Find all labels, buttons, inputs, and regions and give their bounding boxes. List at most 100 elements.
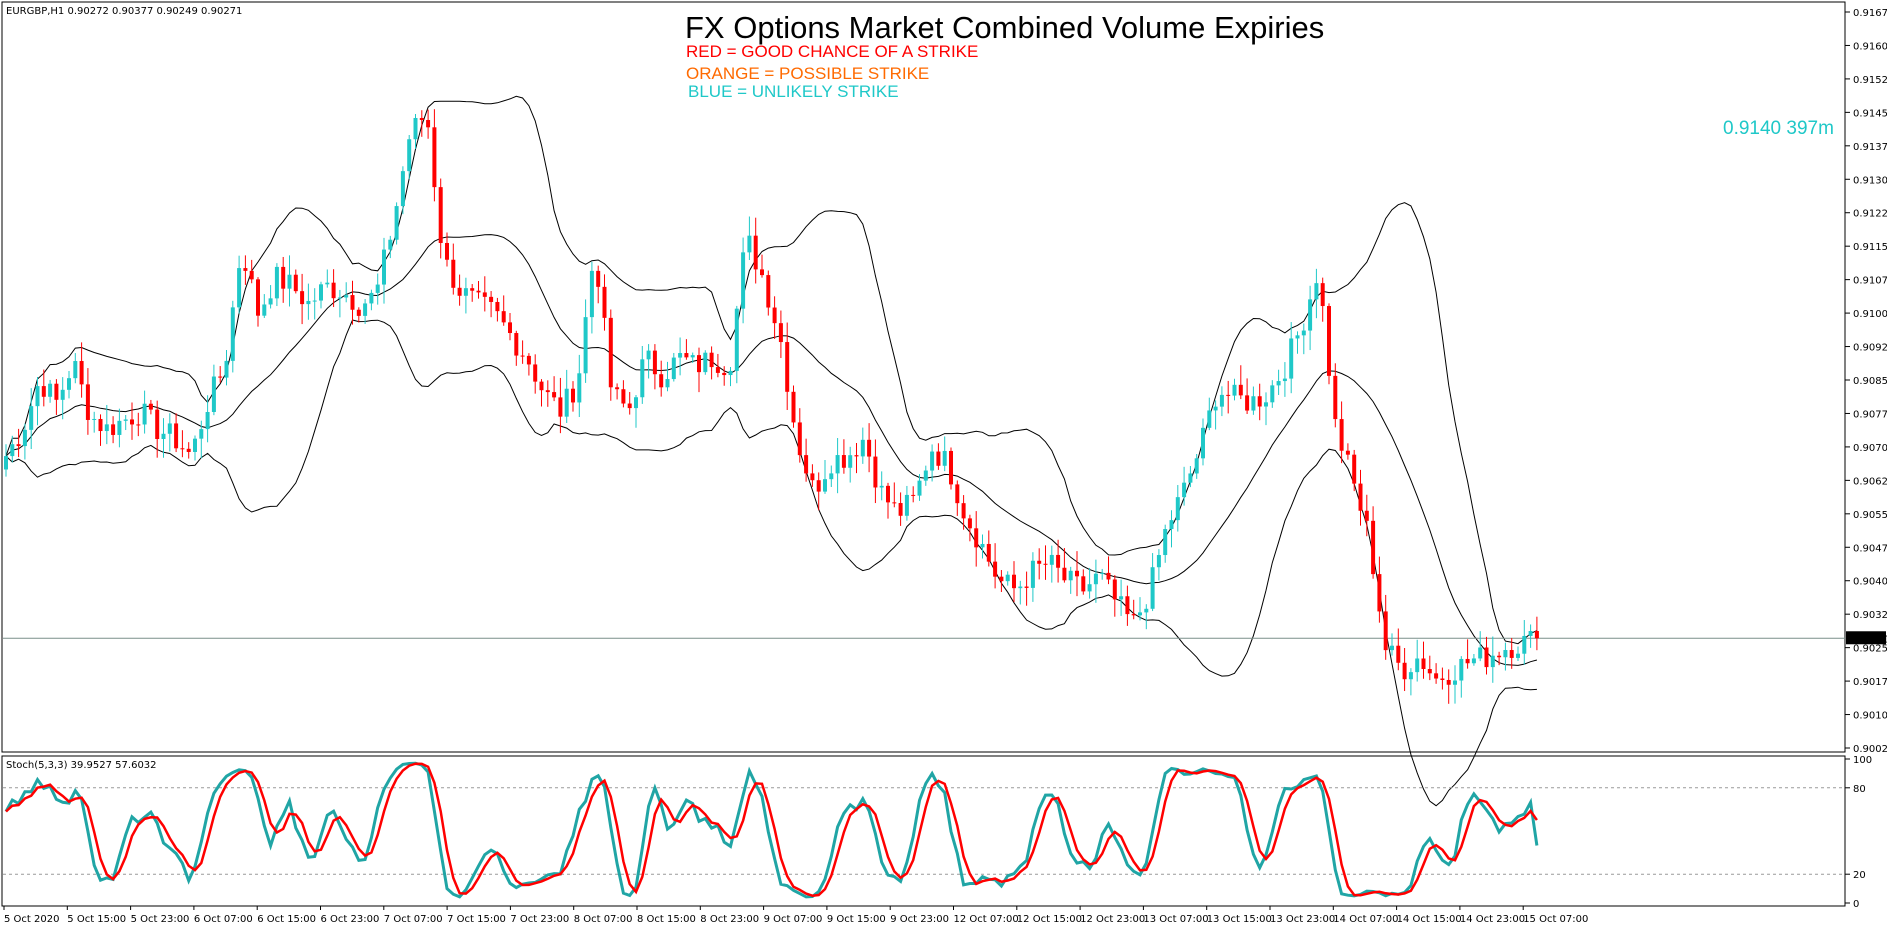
price-tick-label: 0.90175 <box>1853 677 1887 688</box>
candle-bear <box>545 390 550 393</box>
candle-bear <box>552 392 557 398</box>
candle-bull <box>1068 570 1073 581</box>
candle-bear <box>1081 576 1086 592</box>
price-tick-label: 0.90475 <box>1853 543 1887 554</box>
candle-bull <box>211 376 216 413</box>
time-tick-label: 9 Oct 23:00 <box>890 914 949 925</box>
candle-bear <box>501 311 506 323</box>
time-tick-label: 6 Oct 15:00 <box>257 914 316 925</box>
candle-bear <box>785 342 790 392</box>
candle-bull <box>1201 427 1205 459</box>
stochastic-plot[interactable] <box>3 761 1845 899</box>
candle-bear <box>1012 574 1016 589</box>
price-tick-label: 0.90775 <box>1853 409 1887 420</box>
candle-bear <box>816 480 821 492</box>
candle-bull <box>577 373 582 403</box>
bollinger-upper-band <box>5 95 1538 645</box>
candle-bull <box>835 455 840 474</box>
candle-bear <box>684 353 689 358</box>
candle-bull <box>1251 396 1256 411</box>
candle-bear <box>1339 419 1344 451</box>
candle-bull <box>1018 586 1023 589</box>
candle-bear <box>445 242 449 260</box>
candle-bear <box>249 270 254 280</box>
main-price-plot[interactable] <box>3 95 1845 807</box>
candle-bull <box>161 433 166 439</box>
candle-bull <box>1522 635 1527 654</box>
candle-bear <box>1112 579 1117 600</box>
candle-bull <box>1188 473 1193 483</box>
candle-bull <box>394 206 399 240</box>
candle-bear <box>1333 375 1338 420</box>
candle-bull <box>1163 529 1168 556</box>
candle-bear <box>936 451 941 466</box>
candle-bear <box>526 355 531 365</box>
time-tick-label: 6 Oct 07:00 <box>194 914 253 925</box>
candle-bear <box>961 503 966 519</box>
candle-bull <box>1119 596 1124 600</box>
candle-bear <box>886 485 890 503</box>
candle-bull <box>1213 406 1218 411</box>
candle-bull <box>1478 647 1483 659</box>
candle-bull <box>230 307 235 361</box>
candle-bear <box>1427 669 1432 674</box>
candle-bear <box>136 424 141 426</box>
time-tick-label: 8 Oct 15:00 <box>637 914 696 925</box>
time-tick-label: 8 Oct 23:00 <box>700 914 759 925</box>
stoch-tick-label: 20 <box>1853 870 1866 881</box>
candle-bull <box>980 543 985 548</box>
candle-bear <box>558 397 563 417</box>
candle-bull <box>589 270 594 318</box>
candle-bull <box>640 359 645 398</box>
candle-bear <box>1402 662 1407 680</box>
candle-bear <box>873 456 878 488</box>
candle-bear <box>1125 596 1130 615</box>
price-tick-label: 0.90925 <box>1853 343 1887 354</box>
bollinger-lower-band <box>5 319 1537 807</box>
candle-bull <box>73 361 78 379</box>
candle-bear <box>1377 574 1382 612</box>
stoch-label: Stoch(5,3,3) 39.9527 57.6032 <box>6 760 157 771</box>
candle-bull <box>728 370 733 376</box>
candle-bear <box>1345 450 1350 455</box>
candle-bear <box>867 439 872 457</box>
candle-bull <box>1087 584 1092 592</box>
candle-bear <box>476 290 481 293</box>
candle-bull <box>199 429 204 439</box>
candle-bear <box>300 291 305 305</box>
candle-bear <box>659 374 664 388</box>
candle-bull <box>274 266 279 299</box>
candle-bull <box>678 353 683 358</box>
candle-bear <box>722 372 727 376</box>
candle-bear <box>1421 658 1426 670</box>
price-tick-label: 0.91075 <box>1853 276 1887 287</box>
candle-bull <box>1219 394 1224 407</box>
candle-bear <box>533 364 538 382</box>
candle-bull <box>583 317 588 374</box>
candle-bear <box>753 235 758 270</box>
candle-bear <box>1024 586 1029 588</box>
candle-bear <box>571 388 575 403</box>
candle-bull <box>117 420 122 435</box>
candle-bear <box>281 266 286 289</box>
candle-bull <box>363 303 368 316</box>
candle-bear <box>854 455 859 457</box>
stoch-tick-label: 80 <box>1853 784 1866 795</box>
candle-bear <box>1358 483 1363 511</box>
stoch-tick-label: 100 <box>1853 755 1872 766</box>
candle-bear <box>1226 394 1231 396</box>
candle-bear <box>1434 673 1439 679</box>
candle-bull <box>1093 573 1098 585</box>
candle-bear <box>898 503 903 516</box>
stoch-d-line <box>5 762 1538 897</box>
candle-bear <box>778 323 783 343</box>
strike-callout: 0.9140 397m <box>1723 118 1834 139</box>
time-tick-label: 14 Oct 07:00 <box>1333 914 1398 925</box>
candle-bull <box>1459 658 1464 681</box>
price-tick-label: 0.91675 <box>1853 8 1887 19</box>
stochastic-axis: 100 80 20 0 <box>1845 755 1872 910</box>
candle-bear <box>98 418 103 432</box>
